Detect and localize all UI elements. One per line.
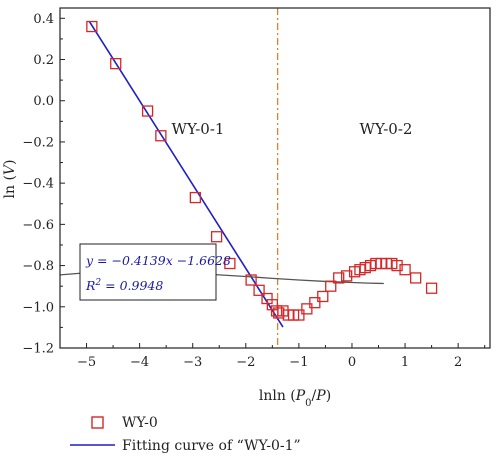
data-point — [86, 20, 98, 33]
data-point — [155, 130, 167, 142]
data-point — [425, 282, 438, 294]
data-point — [141, 105, 154, 117]
data-point — [333, 272, 345, 284]
region-label-right: WY-0-2 — [360, 120, 413, 138]
data-point — [410, 272, 422, 284]
data-point — [110, 57, 122, 70]
data-point — [301, 303, 313, 315]
legend-marker-square — [91, 416, 104, 429]
legend-label-wy0: WY-0 — [122, 415, 158, 431]
y-tick-label: −0.8 — [22, 259, 54, 274]
x-tick-label: 1 — [401, 355, 409, 370]
x-tick-label: −4 — [130, 355, 149, 370]
data-point — [266, 299, 278, 311]
y-tick-label: 0.0 — [33, 94, 54, 109]
y-tick-label: −0.2 — [22, 135, 54, 150]
data-point — [224, 257, 236, 270]
y-tick-label: 0.4 — [33, 12, 54, 27]
region-label-left: WY-0-1 — [172, 120, 225, 138]
data-point — [309, 297, 321, 309]
data-point — [293, 309, 305, 321]
legend-label-fit: Fitting curve of “WY-0-1” — [122, 438, 301, 454]
data-point — [253, 284, 265, 296]
equation-line: y = −0.4139x −1.6628 — [85, 253, 231, 268]
y-tick-label: −0.4 — [22, 177, 54, 192]
x-tick-label: −3 — [183, 355, 202, 370]
x-axis-title: lnln (P0/P) — [259, 388, 331, 409]
y-tick-label: 0.2 — [33, 53, 54, 68]
y-axis-title: ln (V) — [2, 160, 18, 199]
x-tick-label: 2 — [454, 355, 462, 370]
data-point — [341, 270, 353, 282]
plot-frame — [59, 7, 491, 349]
data-point — [325, 280, 337, 292]
legend: WY-0 Fitting curve of “WY-0-1” — [70, 415, 301, 454]
data-point — [317, 290, 329, 303]
x-tick-label: −2 — [236, 355, 255, 370]
r-squared-line: R2 = 0.9948 — [85, 278, 163, 293]
y-tick-label: −1.0 — [22, 300, 54, 315]
data-point — [245, 274, 257, 286]
y-tick-label: −0.6 — [22, 218, 54, 233]
data-point — [210, 231, 223, 243]
x-tick-label: 0 — [348, 355, 356, 370]
x-tick-label: −5 — [77, 355, 96, 370]
x-tick-label: −1 — [289, 355, 308, 370]
equation-annotation: y = −0.4139x −1.6628 R2 = 0.9948 — [79, 243, 231, 301]
data-point — [189, 191, 202, 204]
y-tick-label: −1.2 — [22, 342, 54, 357]
data-point — [270, 305, 283, 317]
data-point — [399, 264, 411, 276]
equation-box — [79, 243, 217, 301]
data-point — [391, 259, 403, 272]
fit-line — [88, 20, 284, 328]
